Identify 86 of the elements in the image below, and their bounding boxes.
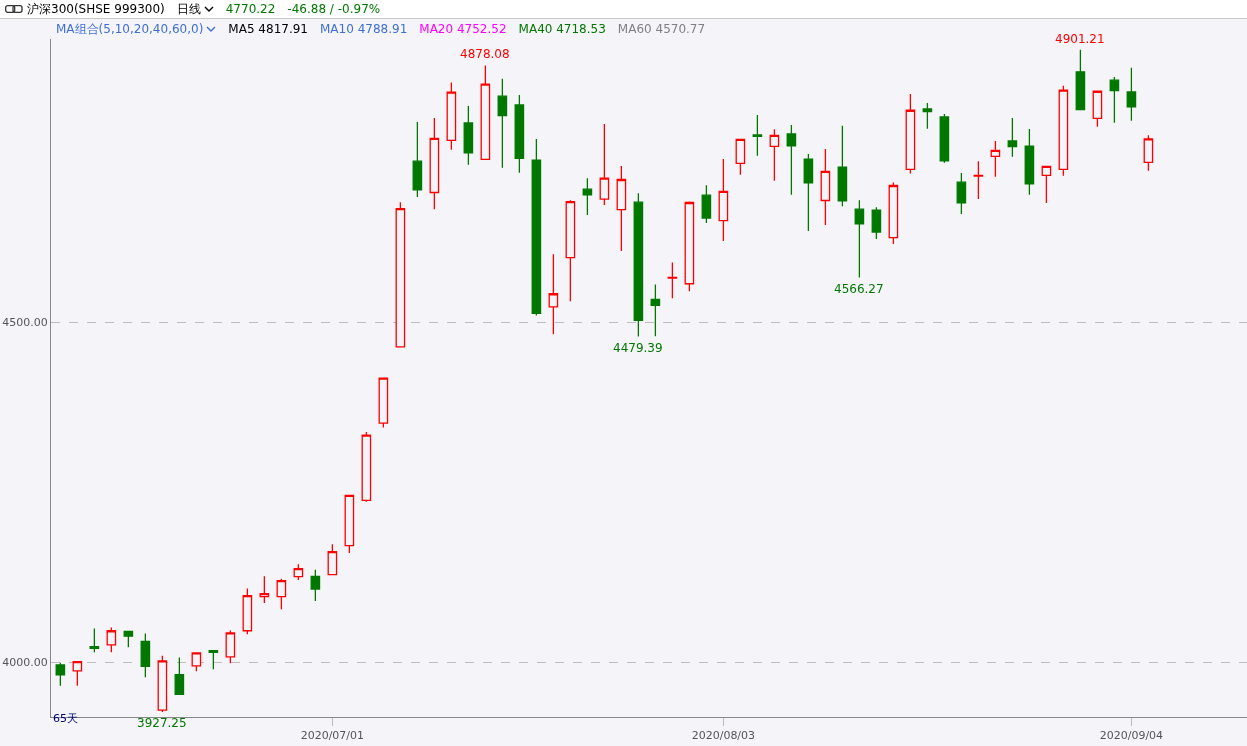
candlestick (871, 206, 882, 240)
candlestick (1092, 90, 1103, 128)
annotation: 4901.21 (1055, 32, 1105, 46)
x-tick-label: 2020/07/01 (300, 729, 365, 743)
candlestick (888, 181, 899, 245)
candlestick (786, 124, 797, 196)
candlestick (684, 200, 695, 292)
candlestick (1109, 76, 1120, 124)
candlestick (208, 649, 219, 670)
text: 日线 (176, 0, 202, 18)
candlestick (905, 93, 916, 175)
candlestick (106, 626, 117, 653)
candlestick (276, 578, 287, 610)
candlestick (327, 543, 338, 576)
candlestick (463, 105, 474, 166)
candlestick (293, 563, 304, 581)
candlestick (446, 81, 457, 151)
candlestick (157, 655, 168, 713)
candlestick (310, 568, 321, 602)
text: MA60 4570.77 (617, 22, 706, 36)
candlestick (650, 283, 661, 337)
candlestick (1007, 117, 1018, 158)
candlestick (378, 377, 389, 429)
candlestick (480, 64, 491, 161)
candlestick (718, 158, 729, 242)
candlestick (939, 113, 950, 164)
candlestick (242, 587, 253, 635)
annotation: 65天 (53, 711, 78, 726)
candlestick (123, 630, 134, 648)
annotation: 4479.39 (613, 341, 663, 355)
candlestick (803, 153, 814, 232)
candlestick (1143, 134, 1154, 172)
text: MA5 4817.91 (228, 22, 308, 36)
candlestick (565, 199, 576, 302)
candlestick (854, 199, 865, 279)
candlestick (225, 629, 236, 664)
candlestick (956, 172, 967, 215)
candlestick (701, 184, 712, 224)
candlestick (344, 494, 355, 554)
candlestick (1024, 128, 1035, 196)
text: MA组合(5,10,20,40,60,0) (56, 20, 205, 38)
candlestick (633, 192, 644, 338)
candlestick (140, 632, 151, 678)
annotation: 4878.08 (460, 47, 510, 61)
candlestick (837, 125, 848, 207)
candlestick (89, 627, 100, 653)
candlestick (1041, 165, 1052, 204)
y-tick-label: 4000.00 (2, 656, 48, 670)
candlestick (361, 431, 372, 503)
candlestick (174, 656, 185, 696)
candlestick (599, 123, 610, 206)
candlestick (548, 253, 559, 335)
text: MA40 4718.53 (518, 22, 606, 36)
candlestick (395, 201, 406, 348)
candlestick (582, 177, 593, 216)
annotation: 4566.27 (834, 282, 884, 296)
candlestick (1126, 67, 1137, 122)
candlestick (735, 138, 746, 176)
x-tick-label: 2020/08/03 (691, 729, 756, 743)
candlestick (531, 138, 542, 317)
candlestick (259, 575, 270, 604)
candlestick (820, 148, 831, 226)
text: MA10 4788.91 (320, 22, 408, 36)
y-tick-label: 4500.00 (2, 316, 48, 330)
candlestick (1058, 85, 1069, 177)
candlestick (72, 660, 83, 687)
candlestick (616, 165, 627, 252)
candlestick (667, 261, 678, 299)
candlestick (429, 117, 440, 210)
text: MA20 4752.52 (419, 22, 507, 36)
candlestick (973, 160, 984, 200)
candlestick (990, 140, 1001, 178)
candlestick (769, 128, 780, 182)
chart-title: 沪深300(SHSE 999300) (27, 0, 165, 18)
candlestick (514, 94, 525, 174)
candlestick (752, 114, 763, 157)
candlestick (55, 662, 66, 687)
candlestick (922, 102, 933, 130)
text: -46.88 / -0.97% (287, 2, 381, 16)
candlestick (1075, 49, 1086, 111)
candlestick (497, 78, 508, 169)
text: 4770.22 (225, 2, 276, 16)
candlestick (191, 652, 202, 672)
candlestick (412, 121, 423, 198)
annotation: 3927.25 (137, 716, 187, 730)
x-tick-label: 2020/09/04 (1099, 729, 1164, 743)
